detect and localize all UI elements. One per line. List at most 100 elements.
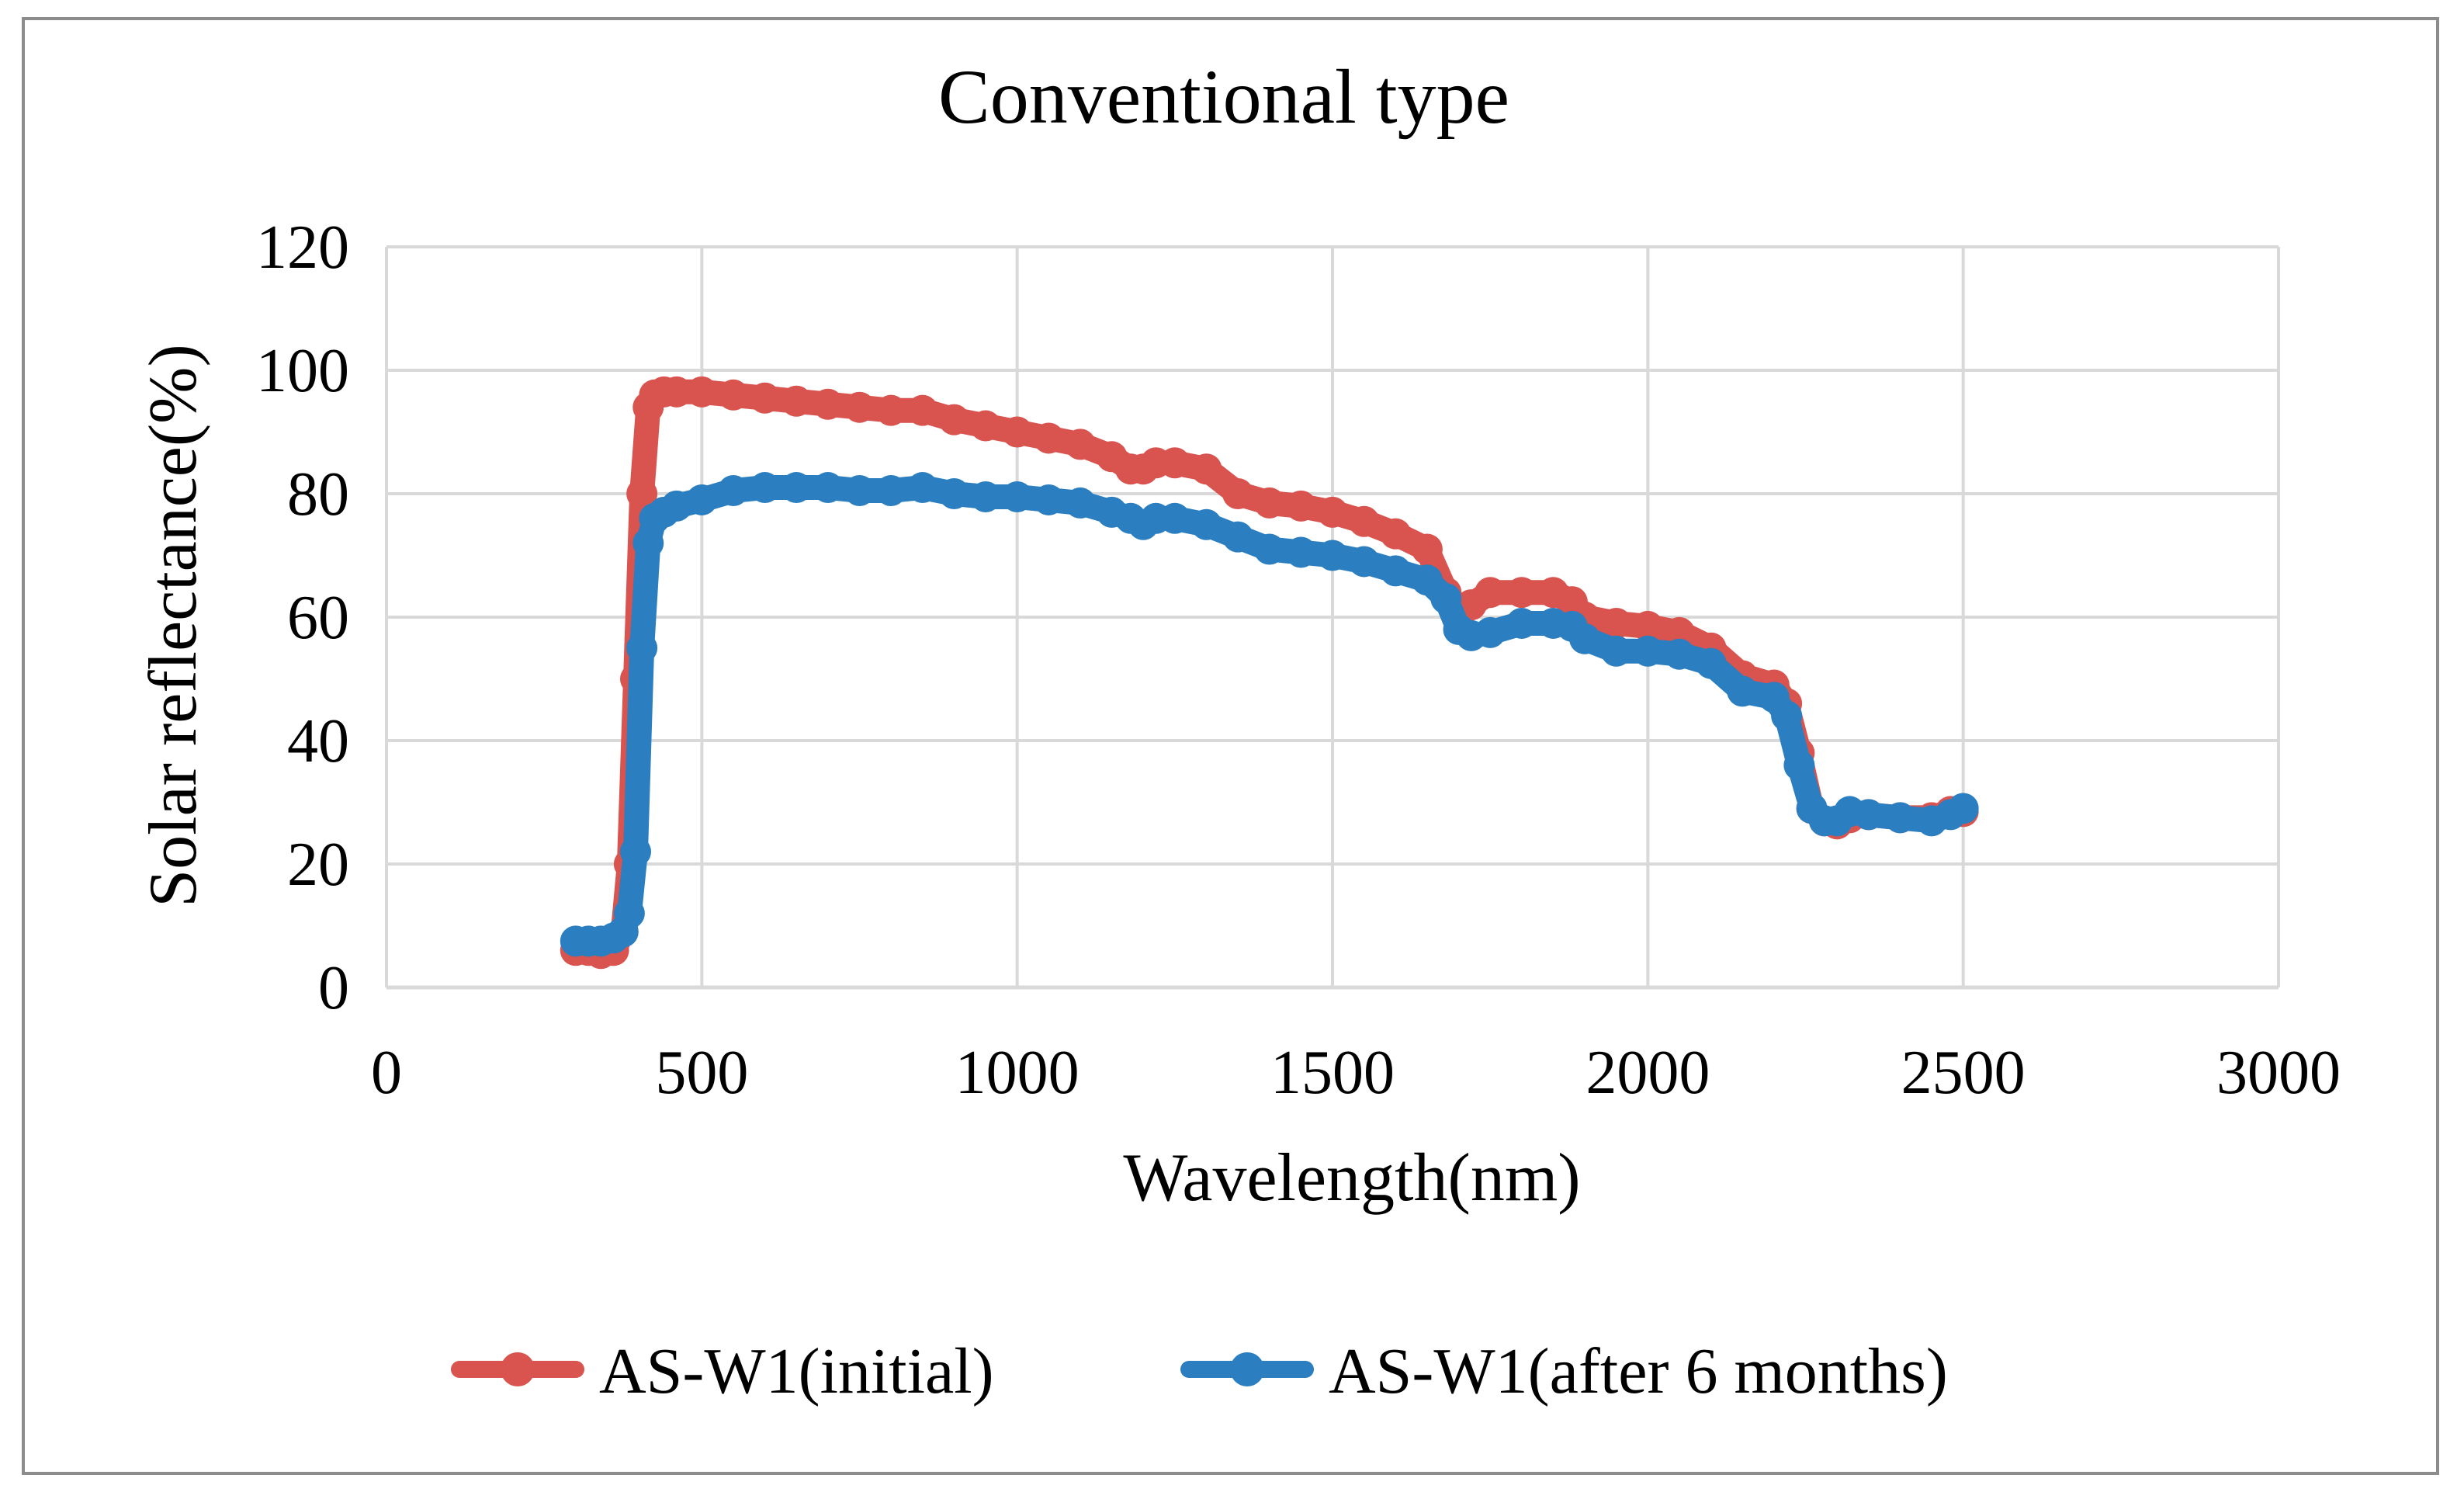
legend: AS-W1(initial) AS-W1(after 6 months)	[451, 1335, 1948, 1407]
x-tick-label: 2000	[1585, 1039, 1710, 1107]
data-point	[1348, 505, 1380, 537]
data-point	[626, 632, 658, 664]
grid-lines	[386, 245, 2280, 987]
data-point	[749, 472, 781, 504]
data-point	[1695, 647, 1727, 679]
data-point	[626, 478, 658, 509]
data-point	[632, 527, 664, 559]
data-point	[938, 404, 970, 435]
data-point	[620, 836, 652, 868]
legend-item: AS-W1(after 6 months)	[1180, 1335, 1948, 1407]
data-point	[1727, 675, 1759, 707]
data-point	[1600, 635, 1632, 667]
data-point	[1253, 533, 1285, 565]
data-point	[875, 475, 907, 507]
y-tick-label: 120	[256, 213, 349, 282]
data-point	[812, 388, 844, 420]
data-point	[1663, 638, 1695, 670]
data-point	[1159, 502, 1190, 534]
data-point	[717, 379, 749, 411]
data-point	[1001, 416, 1033, 448]
data-point	[1475, 616, 1506, 648]
x-tick-label: 0	[371, 1039, 402, 1107]
chart-canvas: Conventional type 0 20 40 60 80 100 120 0 500 100…	[136, 54, 2341, 1407]
data-point	[1663, 616, 1695, 648]
y-tick-label: 80	[287, 460, 349, 529]
data-point	[1411, 533, 1443, 565]
series-1	[560, 472, 1979, 957]
data-point	[613, 897, 645, 929]
x-tick-label: 2500	[1901, 1039, 2026, 1107]
data-point	[686, 484, 718, 515]
axes	[385, 247, 2279, 990]
data-point	[660, 490, 692, 522]
series-layer	[560, 376, 1979, 970]
x-axis-label: Wavelength(nm)	[1123, 1140, 1580, 1216]
tick-labels: 0 20 40 60 80 100 120 0 500 1000 1500 2000 2500 3000	[256, 213, 2341, 1107]
data-point	[1569, 623, 1601, 654]
data-point	[906, 394, 938, 426]
data-point	[906, 472, 938, 504]
data-point	[749, 382, 781, 414]
x-tick-label: 500	[655, 1039, 748, 1107]
data-point	[1600, 607, 1632, 639]
data-point	[781, 385, 813, 417]
data-point	[1159, 447, 1190, 479]
data-point	[1771, 700, 1803, 732]
legend-label: AS-W1(after 6 months)	[1329, 1335, 1948, 1407]
data-point	[1380, 555, 1412, 587]
data-point	[1632, 635, 1664, 667]
y-tick-label: 0	[318, 954, 349, 1022]
data-point	[1033, 422, 1065, 454]
chart-title: Conventional type	[938, 54, 1509, 140]
data-point	[970, 410, 1002, 442]
x-tick-label: 3000	[2216, 1039, 2341, 1107]
y-axis-label: Solar reflectance(%)	[136, 344, 211, 907]
data-point	[1947, 793, 1979, 824]
data-point	[1884, 802, 1916, 834]
x-tick-label: 1000	[955, 1039, 1080, 1107]
data-point	[1348, 546, 1380, 578]
data-point	[717, 475, 749, 507]
y-tick-label: 60	[287, 584, 349, 652]
data-point	[1222, 478, 1254, 509]
data-point	[1852, 799, 1884, 831]
x-tick-label: 1500	[1270, 1039, 1395, 1107]
data-point	[875, 394, 907, 426]
series-0	[560, 376, 1979, 970]
legend-label: AS-W1(initial)	[599, 1335, 994, 1407]
data-point	[1783, 749, 1815, 781]
data-point	[1506, 577, 1537, 609]
data-point	[1222, 521, 1254, 553]
legend-marker	[501, 1352, 535, 1386]
legend-marker	[1230, 1352, 1264, 1386]
data-point	[1190, 508, 1222, 540]
data-point	[844, 391, 875, 423]
data-point	[686, 376, 718, 408]
data-point	[844, 475, 875, 507]
data-point	[1632, 610, 1664, 642]
data-point	[1064, 429, 1096, 460]
data-point	[1190, 453, 1222, 485]
data-point	[660, 376, 692, 408]
data-point	[1001, 481, 1033, 512]
data-point	[1475, 577, 1506, 609]
data-point	[1317, 496, 1348, 528]
data-point	[1253, 487, 1285, 519]
data-point	[1317, 540, 1348, 571]
data-point	[938, 478, 970, 509]
data-point	[1506, 607, 1537, 639]
data-point	[1033, 484, 1065, 515]
data-point	[1285, 490, 1317, 522]
y-tick-label: 20	[287, 831, 349, 899]
data-point	[1380, 518, 1412, 550]
data-point	[781, 472, 813, 504]
data-point	[1285, 536, 1317, 568]
chart-frame: Conventional type 0 20 40 60 80 100 120 0 500 100…	[22, 17, 2439, 1475]
y-tick-label: 100	[256, 337, 349, 405]
data-point	[1430, 583, 1462, 615]
data-point	[812, 472, 844, 504]
legend-item: AS-W1(initial)	[451, 1335, 994, 1407]
y-tick-label: 40	[287, 707, 349, 776]
data-point	[970, 481, 1002, 512]
